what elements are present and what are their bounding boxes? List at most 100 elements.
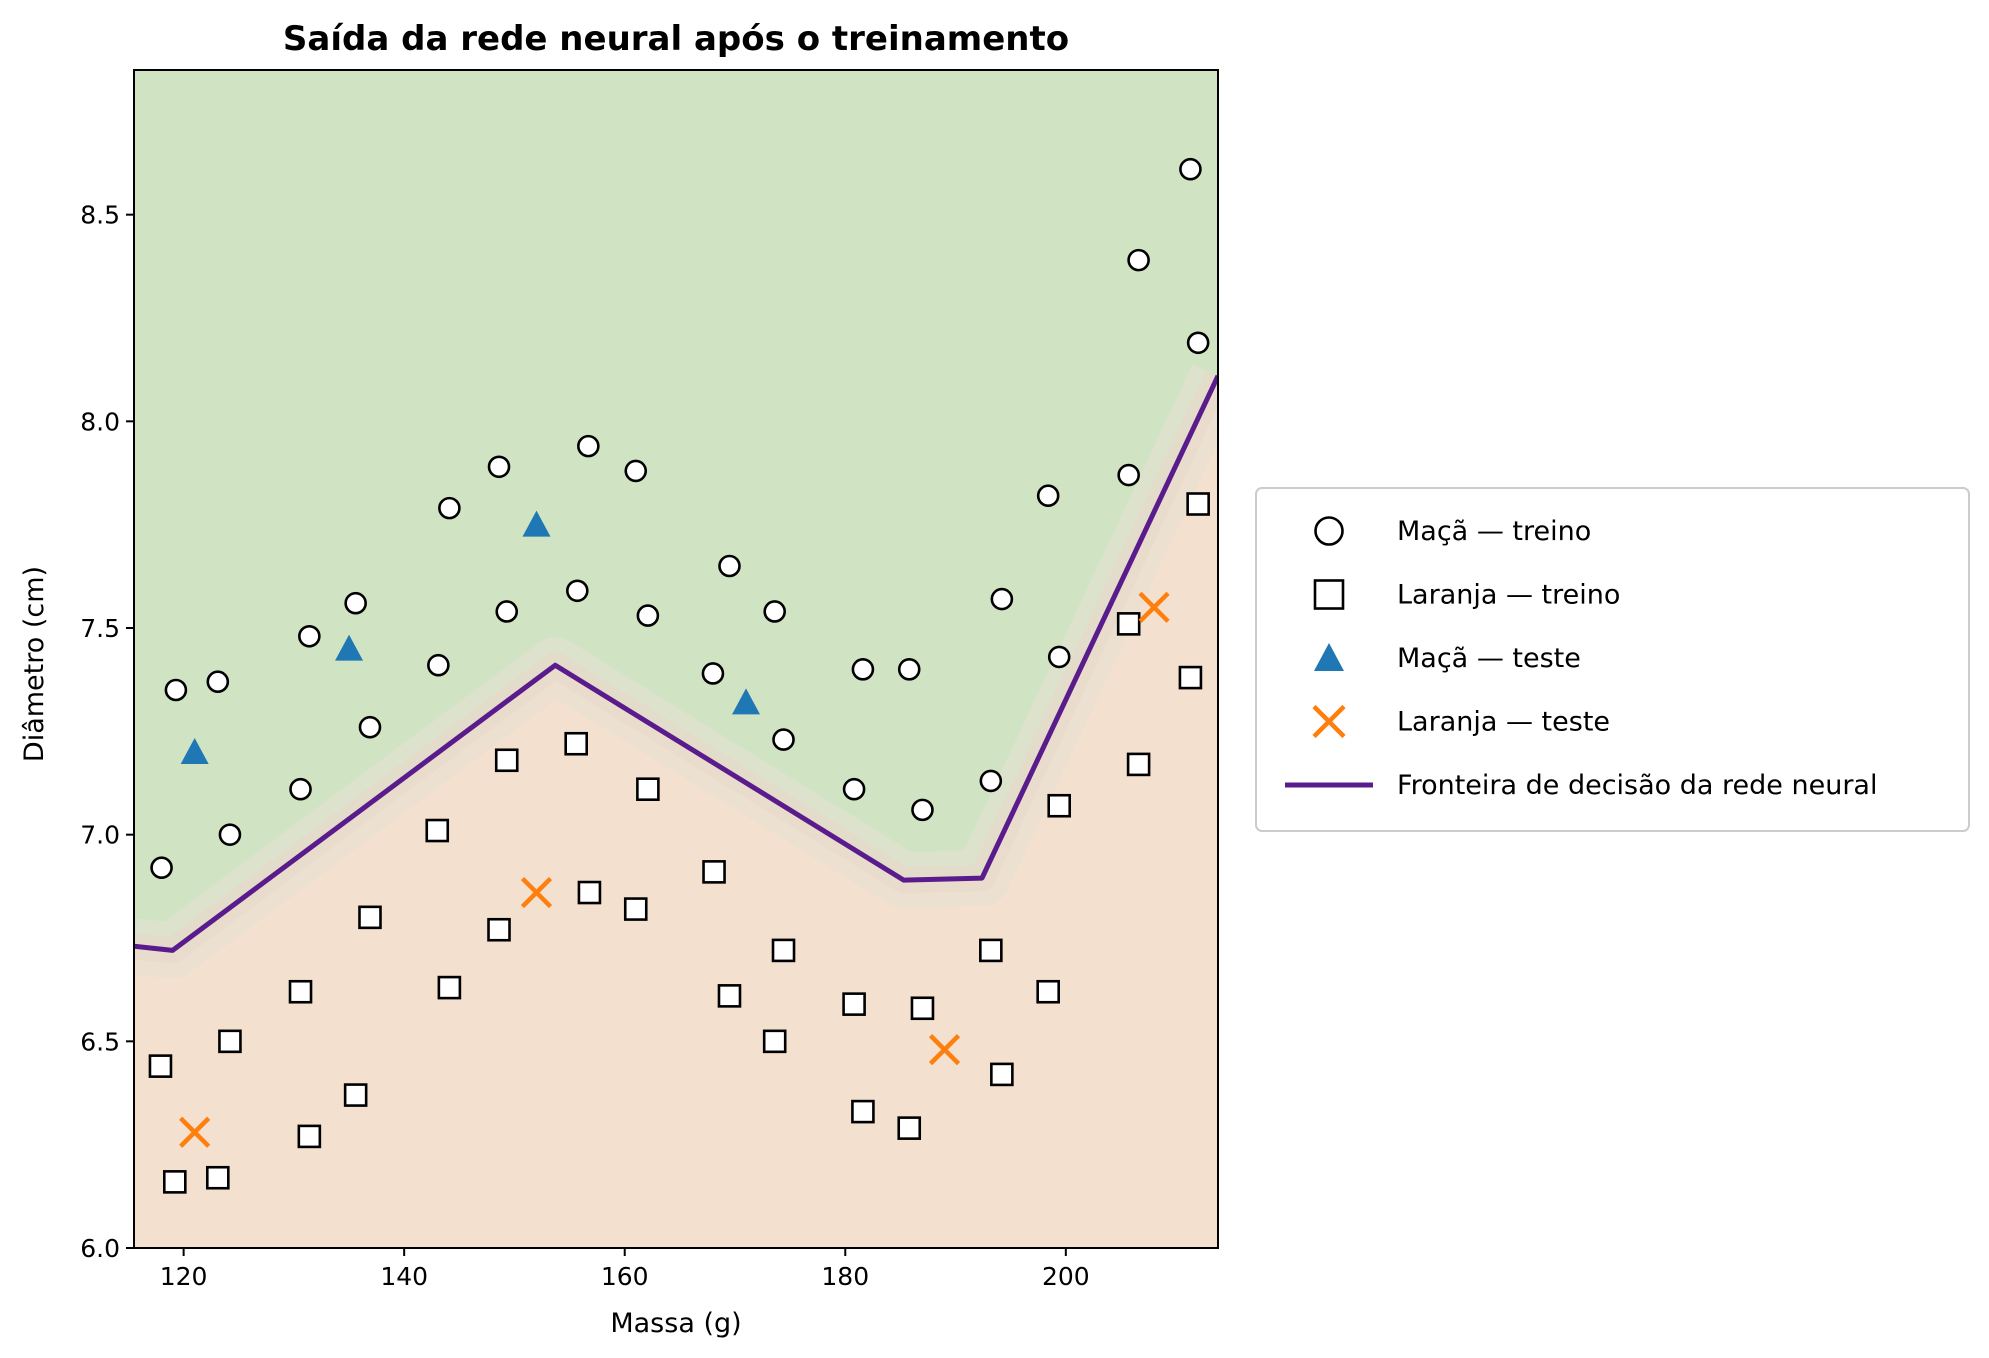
decision-boundary-line (134, 374, 1218, 953)
legend-triangle-icon (1314, 643, 1344, 671)
legend-box (1255, 487, 1970, 832)
circle-point (1127, 248, 1150, 272)
circle-point (218, 823, 242, 846)
square-point (1186, 492, 1210, 516)
square-point (577, 880, 602, 905)
series-square (148, 492, 1210, 1194)
legend-label: Maçã — teste (1397, 643, 1581, 674)
square-point (623, 897, 648, 921)
chart-title: Saída da rede neural após o treinamento (283, 19, 1069, 59)
circle-point (772, 728, 795, 751)
x-point (928, 1034, 961, 1066)
x-tick-label: 120 (160, 1262, 208, 1291)
y-tick-label: 7.5 (80, 614, 120, 643)
square-point (1126, 752, 1151, 777)
square-point (494, 748, 519, 773)
circle-point (636, 604, 660, 627)
circle-point (438, 496, 461, 520)
x-tick-label: 200 (1042, 1262, 1090, 1291)
square-point (1036, 979, 1060, 1004)
region-maca (134, 70, 1218, 951)
triangle-point (732, 688, 761, 715)
circle-point (1047, 645, 1071, 669)
square-point (910, 996, 935, 1021)
square-point (717, 984, 742, 1008)
circle-point (624, 459, 648, 483)
series-x (179, 591, 1170, 1148)
square-point (425, 818, 450, 843)
circle-point (495, 600, 519, 623)
y-tick-label: 8.5 (80, 201, 120, 230)
x-point (179, 1116, 211, 1148)
circle-point (298, 624, 321, 648)
legend-item: Maçã — treino (1314, 516, 1591, 547)
circle-point (763, 600, 786, 623)
legend-label: Laranja — treino (1397, 580, 1620, 611)
circle-point (701, 662, 725, 685)
x-axis-label: Massa (g) (610, 1308, 741, 1339)
square-point (343, 1083, 368, 1107)
legend: Maçã — treino Laranja — treino Maçã — test… (1255, 487, 1970, 832)
legend-x-icon (1312, 704, 1346, 739)
circle-point (911, 798, 934, 822)
x-tick-label: 160 (601, 1262, 649, 1291)
square-point (1116, 612, 1141, 636)
circle-point (897, 658, 921, 681)
triangle-point (335, 634, 364, 661)
circle-point (842, 777, 866, 801)
triangle-point (180, 738, 209, 764)
legend-label: Maçã — treino (1397, 516, 1591, 547)
circle-point (1117, 463, 1140, 487)
circle-point (851, 658, 875, 681)
circle-point (206, 670, 230, 694)
legend-circle-icon (1314, 516, 1344, 546)
square-point (897, 1116, 922, 1140)
legend-item: Laranja — treino (1313, 579, 1620, 611)
circle-point (150, 856, 173, 880)
square-point (487, 917, 511, 942)
square-point (851, 1099, 875, 1124)
square-point (288, 979, 313, 1004)
square-point (636, 777, 660, 802)
marks-layer (134, 157, 1218, 1194)
square-point (979, 938, 1003, 963)
legend-item: Maçã — teste (1314, 643, 1581, 674)
legend-square-icon (1313, 579, 1345, 610)
square-point (437, 975, 462, 1000)
square-point (1178, 665, 1203, 690)
circle-point (164, 678, 188, 702)
series-triangle (180, 510, 761, 764)
circle-point (718, 554, 741, 578)
y-tick-label: 7.0 (80, 821, 120, 850)
square-point (148, 1054, 173, 1078)
x-tick-label: 140 (380, 1262, 428, 1291)
square-point (564, 731, 589, 756)
square-point (297, 1124, 322, 1149)
circle-point (990, 587, 1014, 611)
triangle-point (522, 510, 551, 537)
legend-item: Fronteira de decisão da rede neural (1285, 770, 1877, 801)
circle-point (566, 579, 589, 603)
axes: 120 140 160 180 200 6.0 6.5 7.0 7.5 8.0 8.5 (80, 69, 1219, 1291)
square-point (206, 1165, 230, 1190)
legend-label: Fronteira de decisão da rede neural (1397, 770, 1877, 801)
square-point (771, 938, 796, 963)
circle-point (577, 434, 600, 458)
square-point (762, 1029, 787, 1054)
circle-point (289, 777, 312, 801)
circle-point (344, 591, 367, 615)
square-point (702, 860, 726, 884)
circle-point (1186, 331, 1210, 355)
circle-point (1179, 157, 1202, 181)
circle-point (427, 653, 450, 677)
square-point (1047, 793, 1072, 818)
square-point (163, 1170, 187, 1194)
square-point (990, 1062, 1014, 1087)
series-circle (150, 157, 1210, 880)
square-point (358, 905, 382, 930)
region-laranja (134, 375, 1218, 1248)
plot-frame (133, 69, 1219, 1249)
y-axis-label: Diâmetro (cm) (19, 566, 50, 762)
y-tick-label: 8.0 (80, 407, 120, 436)
